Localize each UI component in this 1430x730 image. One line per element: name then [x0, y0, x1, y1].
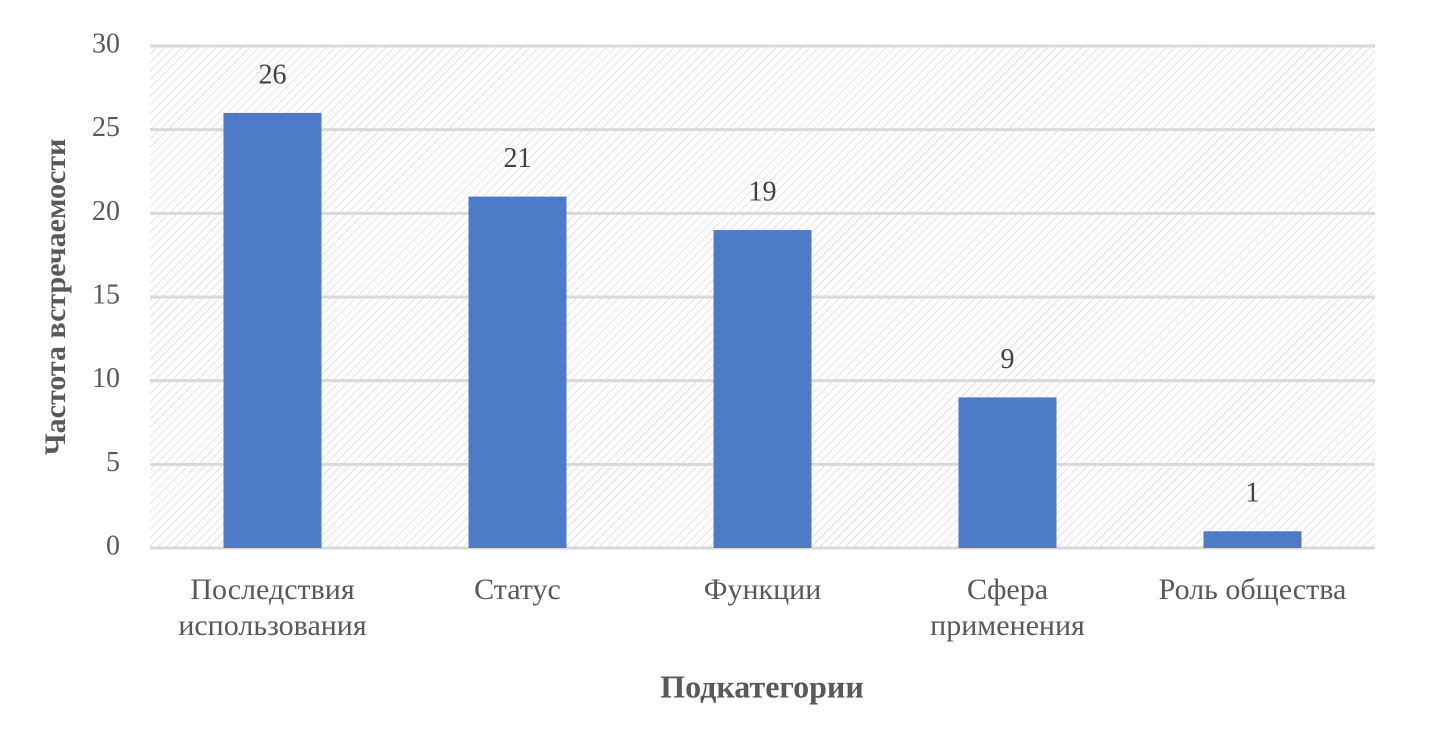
data-label: 1 [1246, 478, 1260, 509]
x-axis-title: Подкатегории [660, 668, 864, 704]
y-tick-label: 10 [92, 363, 120, 394]
bar [713, 230, 812, 549]
y-axis-title: Частота встречаемости [39, 139, 72, 456]
x-tick-label: Сфера применения [930, 573, 1085, 642]
bar [468, 196, 567, 548]
y-tick-label: 30 [92, 28, 120, 59]
x-tick-label: Роль общества [1158, 573, 1347, 606]
y-tick-label: 25 [92, 112, 120, 143]
x-tick-label: Последствия использования [178, 573, 367, 642]
x-tick-label: Статус [474, 573, 561, 606]
y-tick-label: 5 [106, 447, 120, 478]
data-label: 26 [259, 59, 287, 90]
data-label: 19 [749, 176, 777, 207]
data-label: 9 [1001, 344, 1015, 375]
x-tick-label: Функции [703, 573, 822, 606]
y-tick-label: 0 [106, 530, 120, 561]
bar [1203, 531, 1302, 548]
y-tick-label: 20 [92, 196, 120, 227]
bar [223, 112, 322, 548]
bar [958, 397, 1057, 548]
y-tick-label: 15 [92, 279, 120, 310]
data-label: 21 [504, 143, 532, 174]
